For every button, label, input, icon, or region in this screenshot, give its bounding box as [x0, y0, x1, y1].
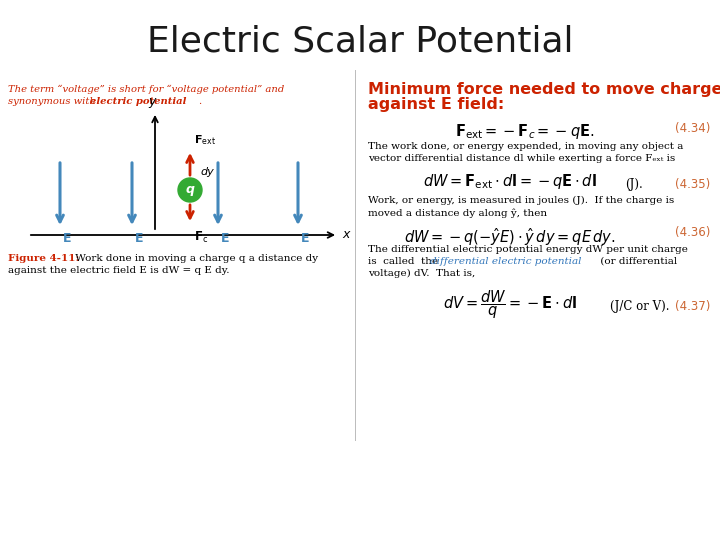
Text: E: E: [135, 232, 143, 245]
Text: $\mathbf{F}_{\mathsf{c}}$: $\mathbf{F}_{\mathsf{c}}$: [194, 230, 208, 245]
Text: The term “voltage” is short for “voltage potential” and: The term “voltage” is short for “voltage…: [8, 85, 284, 94]
Text: against E field:: against E field:: [368, 97, 504, 112]
Text: (4.34): (4.34): [675, 122, 710, 135]
Circle shape: [178, 178, 202, 202]
Text: moved a distance dy along ŷ, then: moved a distance dy along ŷ, then: [368, 208, 547, 218]
Text: E: E: [221, 232, 230, 245]
Text: differential electric potential: differential electric potential: [430, 257, 582, 266]
Text: synonymous with: synonymous with: [8, 97, 99, 106]
Text: dy: dy: [200, 167, 214, 177]
Text: Minimum force needed to move charge: Minimum force needed to move charge: [368, 82, 720, 97]
Text: y: y: [148, 95, 156, 108]
Text: $\mathbf{F}_{\mathrm{ext}} = -\mathbf{F}_c = -q\mathbf{E}.$: $\mathbf{F}_{\mathrm{ext}} = -\mathbf{F}…: [455, 122, 595, 141]
Text: $\mathbf{F}_{\mathsf{ext}}$: $\mathbf{F}_{\mathsf{ext}}$: [194, 133, 216, 147]
Text: The work done, or energy expended, in moving any object a: The work done, or energy expended, in mo…: [368, 142, 683, 151]
Text: Figure 4-11:: Figure 4-11:: [8, 254, 79, 263]
Text: is  called  the: is called the: [368, 257, 441, 266]
Text: (or differential: (or differential: [597, 257, 678, 266]
Text: (J).: (J).: [625, 178, 643, 191]
Text: vector differential distance dl while exerting a force Fₑₓₜ is: vector differential distance dl while ex…: [368, 154, 675, 163]
Text: q: q: [186, 184, 194, 197]
Text: against the electric field E is dW = q E dy.: against the electric field E is dW = q E…: [8, 266, 230, 275]
Text: voltage) dV.  That is,: voltage) dV. That is,: [368, 269, 475, 278]
Text: (4.36): (4.36): [675, 226, 710, 239]
Text: Electric Scalar Potential: Electric Scalar Potential: [147, 25, 573, 59]
Text: (J/C or V).: (J/C or V).: [610, 300, 670, 313]
Text: E: E: [63, 232, 71, 245]
Text: (4.35): (4.35): [675, 178, 710, 191]
Text: electric potential: electric potential: [90, 97, 186, 106]
Text: $dW = -q(-\hat{y}E)\cdot\hat{y}\,dy = qE\,dy.$: $dW = -q(-\hat{y}E)\cdot\hat{y}\,dy = qE…: [404, 226, 616, 248]
Text: (4.37): (4.37): [675, 300, 710, 313]
Text: E: E: [301, 232, 310, 245]
Text: $dW = \mathbf{F}_{\mathrm{ext}} \cdot d\mathbf{l} = -q\mathbf{E} \cdot d\mathbf{: $dW = \mathbf{F}_{\mathrm{ext}} \cdot d\…: [423, 172, 597, 191]
Text: $dV = \dfrac{dW}{q} = -\mathbf{E} \cdot d\mathbf{l}$: $dV = \dfrac{dW}{q} = -\mathbf{E} \cdot …: [443, 288, 577, 321]
Text: The differential electric potential energy dW per unit charge: The differential electric potential ener…: [368, 245, 688, 254]
Text: .: .: [198, 97, 201, 106]
Text: Work done in moving a charge q a distance dy: Work done in moving a charge q a distanc…: [72, 254, 318, 263]
Text: x: x: [342, 228, 349, 241]
Text: Work, or energy, is measured in joules (J).  If the charge is: Work, or energy, is measured in joules (…: [368, 196, 674, 205]
